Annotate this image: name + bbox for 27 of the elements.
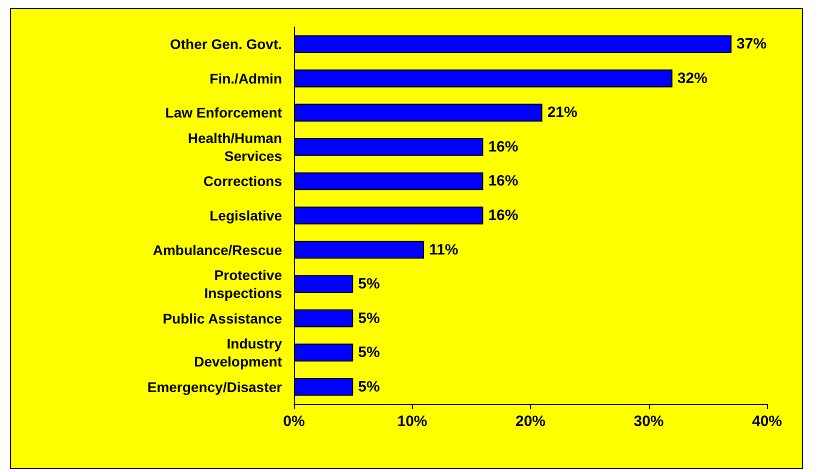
- x-tick-label: 20%: [515, 413, 546, 430]
- x-tick-label: 10%: [397, 413, 428, 430]
- y-tick-label: Legislative: [210, 208, 282, 224]
- y-tick-label: Fin./Admin: [210, 70, 282, 86]
- y-tick-label: Health/Human Services: [188, 130, 282, 164]
- y-tick-label: Ambulance/Rescue: [152, 242, 282, 258]
- y-tick-label: Industry Development: [194, 336, 282, 370]
- data-label: 21%: [547, 104, 578, 122]
- data-label: 16%: [488, 138, 518, 156]
- data-label: 5%: [358, 310, 380, 327]
- y-tick-label: Emergency/Disaster: [147, 378, 283, 395]
- data-label: 5%: [358, 276, 380, 293]
- y-tick-label: Corrections: [203, 173, 282, 190]
- y-tick-label: Public Assistance: [162, 310, 282, 326]
- data-label: 32%: [677, 70, 708, 87]
- data-label: 16%: [488, 172, 518, 190]
- y-tick-label: Law Enforcement: [165, 104, 282, 121]
- data-label: 16%: [488, 207, 518, 224]
- data-label: 5%: [358, 344, 380, 362]
- x-tick-label: 40%: [752, 413, 782, 430]
- data-label: 5%: [358, 378, 380, 396]
- x-tick-label: 30%: [634, 413, 664, 430]
- y-tick-label: Protective Inspections: [204, 267, 282, 302]
- data-label: 37%: [736, 36, 767, 53]
- data-label: 11%: [429, 241, 458, 258]
- y-tick-label: Other Gen. Govt.: [170, 36, 282, 52]
- x-tick-label: 0%: [283, 413, 305, 430]
